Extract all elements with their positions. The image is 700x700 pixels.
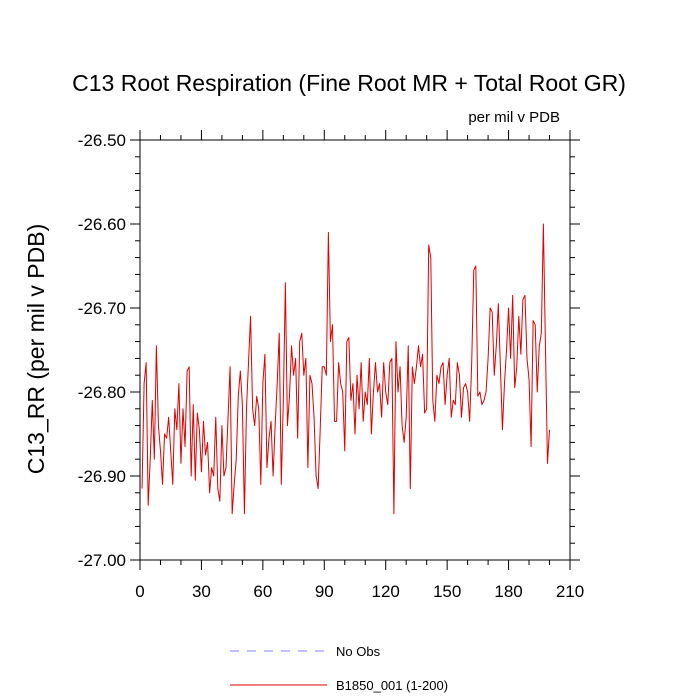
x-tick-label: 180 (494, 582, 522, 601)
x-tick-label: 210 (556, 582, 584, 601)
x-tick-label: 120 (372, 582, 400, 601)
y-tick-label: -27.00 (78, 551, 126, 570)
y-axis-label: C13_RR (per mil v PDB) (23, 224, 49, 475)
y-tick-label: -26.50 (78, 131, 126, 150)
y-tick-label: -26.80 (78, 383, 126, 402)
y-tick-label: -26.70 (78, 299, 126, 318)
chart-title: C13 Root Respiration (Fine Root MR + Tot… (72, 70, 626, 96)
x-tick-label: 90 (315, 582, 334, 601)
x-tick-label: 150 (433, 582, 461, 601)
y-tick-label: -26.60 (78, 215, 126, 234)
legend-label-no-obs: No Obs (336, 644, 381, 659)
x-tick-label: 0 (135, 582, 144, 601)
series-layer (141, 223, 551, 515)
y-axis-ticks: -26.50 -26.60 -26.70 -26.80 -26.90 -27.00 (78, 131, 580, 570)
plot-border (139, 139, 571, 561)
y-tick-label: -26.90 (78, 467, 126, 486)
legend-label-b1850: B1850_001 (1-200) (336, 678, 448, 693)
series-line-b1850-001 (141, 223, 551, 515)
x-axis-ticks: 0 30 60 90 120 150 180 210 (135, 130, 584, 601)
x-tick-label: 30 (192, 582, 211, 601)
units-label: per mil v PDB (468, 109, 560, 126)
legend: No Obs B1850_001 (1-200) (230, 644, 448, 693)
x-tick-label: 60 (253, 582, 272, 601)
plot-frame (139, 139, 571, 561)
